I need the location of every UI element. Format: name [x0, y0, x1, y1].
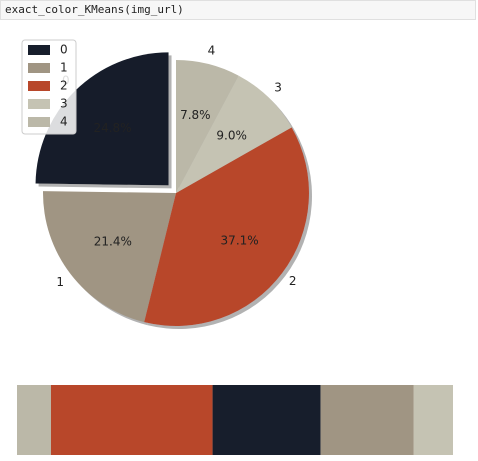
- slice-label: 3: [274, 81, 282, 95]
- pie-slice: [176, 75, 292, 193]
- slice-label: 4: [208, 44, 216, 58]
- color-bar-segment: [320, 385, 414, 455]
- legend-label: 2: [60, 79, 68, 93]
- pct-label: 7.8%: [180, 108, 211, 122]
- legend-swatch: [28, 99, 50, 109]
- pie-slice: [35, 52, 169, 186]
- legend-swatch: [28, 45, 50, 55]
- color-bar-segment: [413, 385, 453, 455]
- legend-label: 4: [60, 115, 68, 129]
- pie: [35, 52, 309, 326]
- slice-label: 2: [289, 274, 297, 288]
- color-bar-segment: [17, 385, 51, 455]
- pie-slice: [144, 127, 309, 326]
- pct-label: 9.0%: [216, 128, 247, 142]
- legend: 0 1 2 3 4: [21, 39, 77, 135]
- legend-label: 1: [60, 61, 68, 75]
- pie-slice: [176, 60, 239, 193]
- pct-label: 24.8%: [93, 121, 131, 135]
- legend-swatch: [28, 117, 50, 127]
- legend-swatch: [28, 63, 50, 73]
- pct-label: 21.4%: [94, 234, 132, 248]
- legend-swatch: [28, 81, 50, 91]
- pct-label: 37.1%: [221, 234, 259, 248]
- legend-label: 3: [60, 97, 68, 111]
- legend-label: 0: [60, 43, 68, 57]
- code-cell: exact_color_KMeans(img_url): [0, 0, 476, 20]
- color-bar-segment: [50, 385, 213, 455]
- color-bar-segment: [212, 385, 321, 455]
- slice-label: 1: [56, 275, 64, 289]
- pie-slice: [43, 191, 176, 323]
